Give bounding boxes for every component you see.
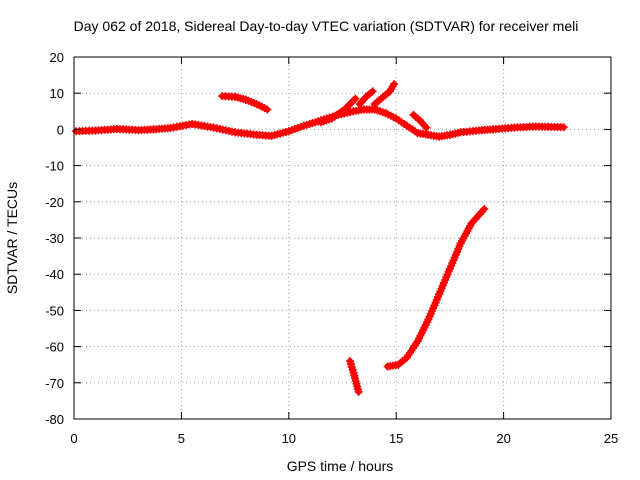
x-tick-label: 10 (282, 431, 296, 446)
data-point-marker (263, 105, 272, 114)
series-arc-drop (346, 357, 363, 396)
y-tick-label: 0 (57, 122, 64, 137)
y-tick-label: -30 (45, 231, 64, 246)
x-tick-label: 0 (70, 431, 77, 446)
y-tick-label: 20 (50, 50, 64, 65)
y-tick-label: -10 (45, 159, 64, 174)
data-point-marker (422, 123, 431, 132)
series-arc-recovery (383, 205, 489, 371)
chart-title: Day 062 of 2018, Sidereal Day-to-day VTE… (74, 18, 579, 34)
x-tick-label: 5 (178, 431, 185, 446)
y-tick-label: -40 (45, 267, 64, 282)
series-arc-descending-a (349, 105, 497, 141)
data-point-marker (368, 87, 377, 96)
y-tick-label: -80 (45, 412, 64, 427)
y-tick-label: -70 (45, 376, 64, 391)
series-arc-rising-3 (370, 80, 399, 109)
y-tick-label: -20 (45, 195, 64, 210)
data-point-marker (559, 123, 568, 132)
data-point-marker (390, 80, 399, 89)
series-arc-morning (218, 92, 272, 114)
series-arc-tail (488, 122, 568, 134)
data-point-marker (480, 205, 489, 213)
x-tick-label: 25 (604, 431, 618, 446)
x-tick-label: 15 (389, 431, 403, 446)
y-tick-labels: -80 -70 -60 -50 -40 -30 -20 -10 0 10 20 (45, 50, 64, 427)
grid-lines (74, 57, 611, 419)
x-tick-labels: 0 5 10 15 20 25 (70, 431, 618, 446)
series-arc-descending-b (409, 110, 431, 132)
y-axis-label: SDTVAR / TECUs (4, 182, 20, 294)
axis-ticks (73, 56, 612, 420)
y-tick-label: -50 (45, 303, 64, 318)
data-series-group (72, 80, 568, 396)
series-arc-rising-1 (317, 94, 360, 127)
series-arc-baseline-a (72, 125, 158, 136)
data-point-marker (354, 387, 363, 396)
y-tick-label: 10 (50, 86, 64, 101)
x-tick-label: 20 (496, 431, 510, 446)
series-arc-rising-2 (355, 87, 377, 109)
data-point-marker (351, 94, 360, 103)
x-axis-label: GPS time / hours (287, 458, 394, 474)
y-tick-label: -60 (45, 340, 64, 355)
